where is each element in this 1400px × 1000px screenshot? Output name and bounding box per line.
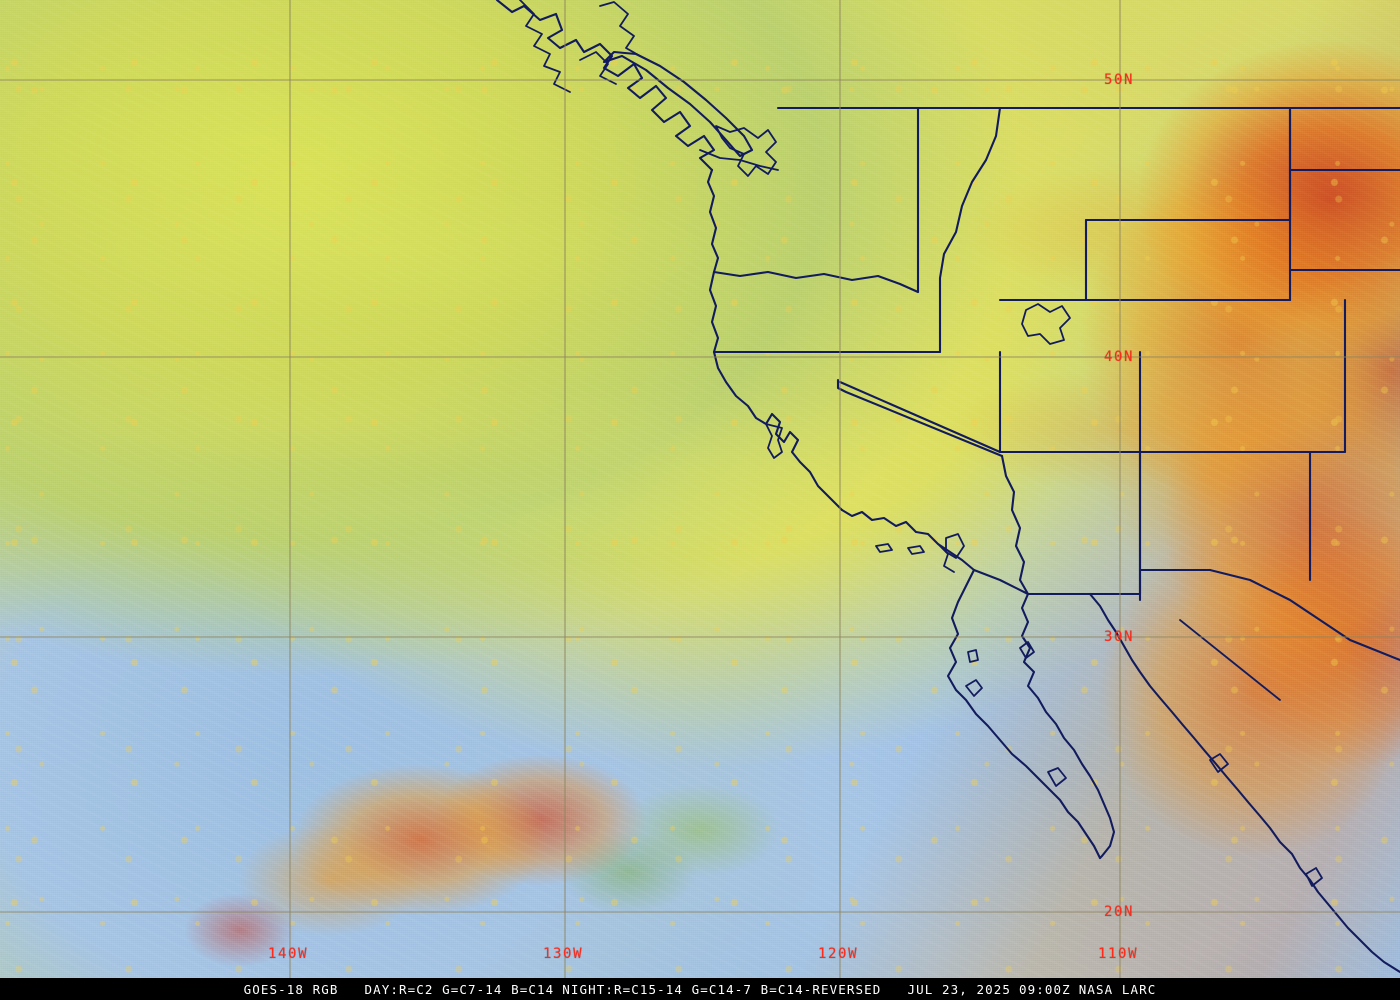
- channel-islands: [875, 543, 893, 553]
- caption-bar: GOES-18 RGB DAY:R=C2 G=C7-14 B=C14 NIGHT…: [0, 978, 1400, 1000]
- bc-inner-passage: [519, 0, 571, 93]
- mexico-state-border: [1179, 619, 1281, 701]
- banderas-bay: [1305, 867, 1323, 887]
- longitude-label-120w: 120W: [818, 946, 859, 962]
- latitude-label-50n: 50N: [1104, 72, 1135, 88]
- bahia-sebastian-vizcaino: [965, 679, 983, 697]
- latitude-label-40n: 40N: [1104, 349, 1135, 365]
- san-francisco-bay: [765, 423, 783, 459]
- haida-gwaii: [599, 1, 641, 57]
- california-arizona-border: [1000, 454, 1030, 596]
- caption-source: NASA LARC: [1078, 981, 1157, 997]
- socal-bight: [937, 543, 955, 573]
- vancouver-island: [602, 50, 754, 158]
- channel-islands-2: [907, 545, 925, 555]
- queen-charlotte-sound: [579, 51, 617, 85]
- sonora-coast-inlet: [1209, 753, 1229, 773]
- california-nevada-diagonal: [838, 380, 1002, 454]
- british-columbia-coastline: [495, 0, 716, 172]
- washington-coastline: [706, 168, 720, 274]
- salton-sea: [945, 533, 965, 559]
- caption-day-recipe: DAY:R=C2 G=C7-14 B=C14: [364, 981, 555, 997]
- bahia-magdalena: [1047, 767, 1067, 787]
- mexico-mainland-coastline: [1088, 592, 1400, 974]
- us-mexico-border-az-nm: [1088, 568, 1212, 596]
- longitude-label-110w: 110W: [1098, 946, 1139, 962]
- strait-of-juan-de-fuca: [699, 149, 779, 171]
- idaho-montana-border: [938, 106, 1002, 354]
- great-salt-lake: [1021, 303, 1071, 345]
- baja-gulf-coastline: [1020, 592, 1116, 860]
- oregon-coastline: [708, 270, 720, 354]
- longitude-label-130w: 130W: [543, 946, 584, 962]
- washington-oregon-border: [712, 270, 920, 294]
- us-mexico-border-texas: [1208, 568, 1400, 662]
- latitude-label-20n: 20N: [1104, 904, 1135, 920]
- caption-night-recipe: NIGHT:R=C15-14 G=C14-7 B=C14-REVERSED: [562, 981, 882, 997]
- california-north-coastline: [712, 350, 844, 512]
- caption-time: 09:00Z: [1018, 981, 1071, 997]
- latitude-label-30n: 30N: [1104, 629, 1135, 645]
- longitude-label-140w: 140W: [268, 946, 309, 962]
- california-nevada-border: [836, 378, 1004, 458]
- california-south-coastline: [840, 508, 976, 572]
- caption-date: JUL 23, 2025: [907, 981, 1011, 997]
- isla-angel-guarda: [1019, 641, 1035, 659]
- caption-product-label: GOES-18 RGB: [243, 981, 339, 997]
- baja-pacific-coastline: [946, 568, 1102, 860]
- isla-cedros: [967, 649, 979, 663]
